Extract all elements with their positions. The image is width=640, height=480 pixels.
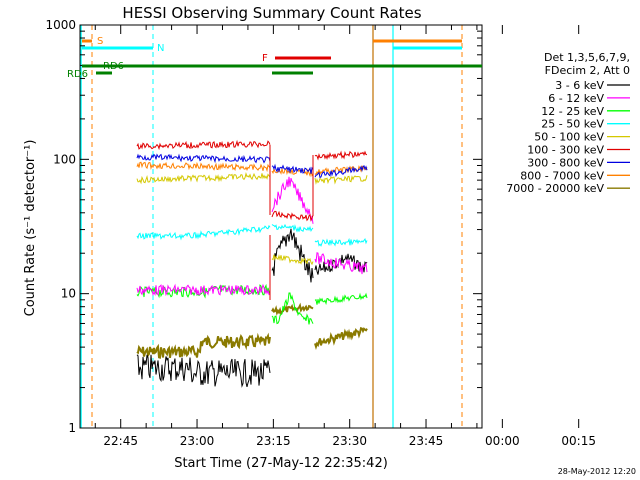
series-3-6-kev: [271, 228, 314, 283]
legend-label: 300 - 800 keV: [527, 156, 604, 169]
legend-label: 50 - 100 keV: [534, 131, 604, 144]
series-100-300-kev: [314, 150, 368, 161]
legend-label: 800 - 7000 keV: [520, 169, 604, 182]
decimation-flag-label: RD6: [67, 69, 88, 80]
legend-label: 25 - 50 keV: [541, 118, 604, 131]
series-50-100-kev: [314, 175, 368, 185]
series-6-12-kev: [271, 176, 314, 224]
series-25-50-kev: [271, 223, 314, 233]
legend-label: 7000 - 20000 keV: [506, 182, 604, 195]
flare-flag-label: F: [262, 53, 268, 64]
series-300-800-kev: [314, 165, 368, 179]
night-flag-label: N: [157, 43, 164, 54]
timestamp: 28-May-2012 12:20: [558, 467, 636, 476]
series-12-25-kev: [314, 292, 368, 306]
series-6-12-kev: [314, 252, 368, 275]
series-300-800-kev: [271, 163, 314, 174]
y-tick-label: 100: [53, 152, 76, 166]
x-tick-label: 23:00: [180, 434, 215, 448]
series-50-100-kev: [136, 171, 271, 185]
legend-label: 100 - 300 keV: [527, 144, 604, 157]
legend-header: Det 1,3,5,6,7,9,: [544, 51, 630, 64]
series-25-50-kev: [136, 224, 271, 241]
plot-area: [80, 25, 463, 428]
x-axis-title: Start Time (27-May-12 22:35:42): [174, 456, 388, 471]
series-12-25-kev: [271, 292, 314, 325]
x-tick-label: 22:45: [103, 434, 138, 448]
series-300-800-kev: [136, 153, 271, 164]
legend-label: 3 - 6 keV: [555, 79, 604, 92]
plot-frame: [79, 24, 483, 429]
axes: 1 10 100 1000 22:45 23:00 23:15 23:30 23:45 00:00…: [45, 18, 596, 448]
series-100-300-kev: [271, 210, 314, 222]
decimation-flag-label: RD6: [103, 61, 124, 72]
y-tick-label: 1000: [45, 18, 76, 32]
series-7000-20000-kev: [314, 326, 368, 351]
legend-label: 6 - 12 keV: [548, 92, 604, 105]
x-tick-label: 23:30: [332, 434, 367, 448]
y-tick-label: 1: [68, 421, 76, 435]
series-100-300-kev: [136, 139, 271, 151]
series-7000-20000-kev: [136, 332, 271, 359]
legend: Det 1,3,5,6,7,9,FDecim 2, Att 0 3 - 6 keV…: [506, 51, 630, 195]
x-tick-label: 00:00: [485, 434, 520, 448]
chart-title: HESSI Observing Summary Count Rates: [122, 4, 421, 22]
y-axis-title: Count Rate (s⁻¹ detector⁻¹): [23, 140, 38, 317]
flag-bars: S N F RD6 RD6: [67, 36, 482, 80]
series-7000-20000-kev: [271, 302, 314, 316]
series-25-50-kev: [314, 237, 368, 247]
x-tick-label: 00:15: [561, 434, 596, 448]
series-50-100-kev: [271, 254, 314, 266]
series-3-6-kev: [136, 354, 271, 388]
y-tick-label: 10: [61, 287, 76, 301]
legend-header: FDecim 2, Att 0: [545, 64, 630, 77]
x-tick-label: 23:15: [256, 434, 291, 448]
series-800-7000-kev: [136, 161, 271, 173]
series-6-12-kev: [136, 283, 271, 297]
legend-label: 12 - 25 keV: [541, 105, 604, 118]
x-tick-label: 23:45: [409, 434, 444, 448]
saa-flag-label: S: [97, 36, 103, 47]
